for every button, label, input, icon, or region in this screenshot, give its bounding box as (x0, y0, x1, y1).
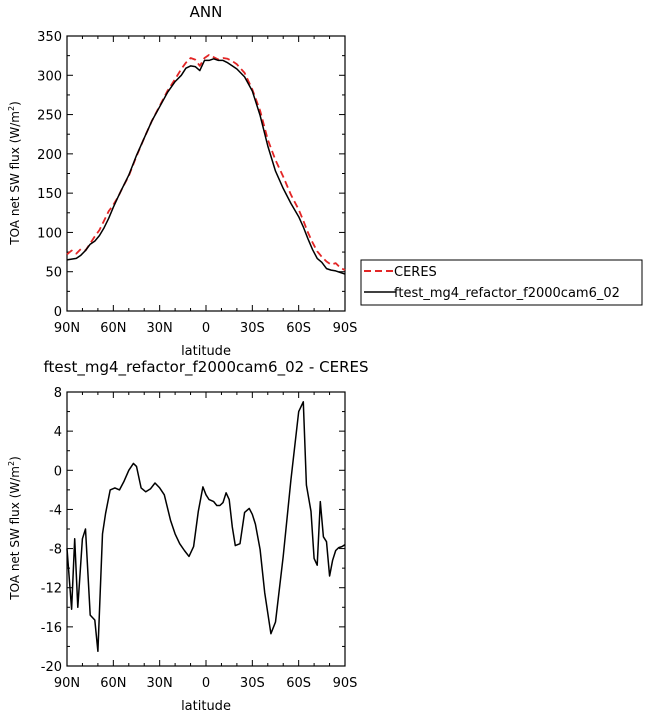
x-tick-label: 60S (286, 321, 311, 336)
y-tick-label: 50 (45, 266, 62, 281)
x-axis-label: latitude (181, 699, 231, 714)
x-tick-label: 60N (100, 321, 126, 336)
y-tick-label: 0 (54, 464, 62, 479)
series-line-ftest-mg4-refactor-f2000cam6-02 (66, 58, 346, 275)
y-tick-label: -12 (41, 582, 62, 597)
legend-label-ceres: CERES (394, 265, 437, 280)
x-axis-label: latitude (181, 344, 231, 359)
panel-title: ftest_mg4_refactor_f2000cam6_02 - CERES (44, 358, 369, 377)
x-tick-label: 60N (100, 676, 126, 691)
panel-annual-mean: ANN latitude TOA net SW flux (W/m2) 90N 6… (7, 3, 643, 359)
y-tick-label: 350 (37, 30, 62, 45)
legend: CERES ftest_mg4_refactor_f2000cam6_02 (360, 259, 643, 306)
svg-text:TOA net SW flux (W/m2): TOA net SW flux (W/m2) (7, 456, 22, 601)
plot-frame (66, 35, 346, 312)
plot-area: 90N 60N 30N 0 30S 60S 90S -20 -16 -12 -8 -4 0 4 8 (41, 386, 358, 691)
y-tick-label: 150 (37, 187, 62, 202)
svg-text:TOA net SW flux (W/m2): TOA net SW flux (W/m2) (7, 101, 22, 246)
x-tick-label: 90N (54, 676, 80, 691)
x-tick-label: 30S (240, 676, 265, 691)
y-tick-label: 8 (54, 386, 62, 401)
plot-area: 90N 60N 30N 0 30S 60S 90S 0 50 100 150 200 250 300 350 (37, 30, 357, 336)
x-tick-label: 30N (147, 321, 173, 336)
y-axis-label-text: TOA net SW flux (W/m (8, 466, 22, 601)
panel-difference: ftest_mg4_refactor_f2000cam6_02 - CERES … (7, 358, 368, 714)
y-axis-label: TOA net SW flux (W/m2) (7, 456, 22, 601)
series-line-diff-0 (66, 401, 346, 653)
legend-box (360, 259, 643, 306)
x-tick-label: 30N (147, 676, 173, 691)
y-tick-label: 250 (37, 109, 62, 124)
series-line-ceres (66, 54, 346, 271)
x-tick-label: 90N (54, 321, 80, 336)
x-tick-label: 30S (240, 321, 265, 336)
x-tick-label: 90S (333, 676, 358, 691)
legend-label-model: ftest_mg4_refactor_f2000cam6_02 (394, 286, 620, 301)
panel-title: ANN (190, 3, 223, 21)
x-tick-label: 90S (333, 321, 358, 336)
y-tick-label: 0 (54, 305, 62, 320)
y-tick-label: -20 (41, 660, 62, 675)
x-tick-label: 60S (286, 676, 311, 691)
y-axis-label-text: TOA net SW flux (W/m (8, 111, 22, 246)
y-tick-label: 4 (54, 425, 62, 440)
y-tick-label: 300 (37, 69, 62, 84)
y-tick-label: -16 (41, 621, 62, 636)
y-tick-label: 100 (37, 226, 62, 241)
y-tick-label: -8 (49, 543, 62, 558)
y-axis-label: TOA net SW flux (W/m2) (7, 101, 22, 246)
x-tick-label: 0 (202, 321, 210, 336)
y-tick-label: 200 (37, 148, 62, 163)
x-tick-label: 0 (202, 676, 210, 691)
y-tick-label: -4 (49, 503, 62, 518)
plot-frame (66, 391, 346, 667)
